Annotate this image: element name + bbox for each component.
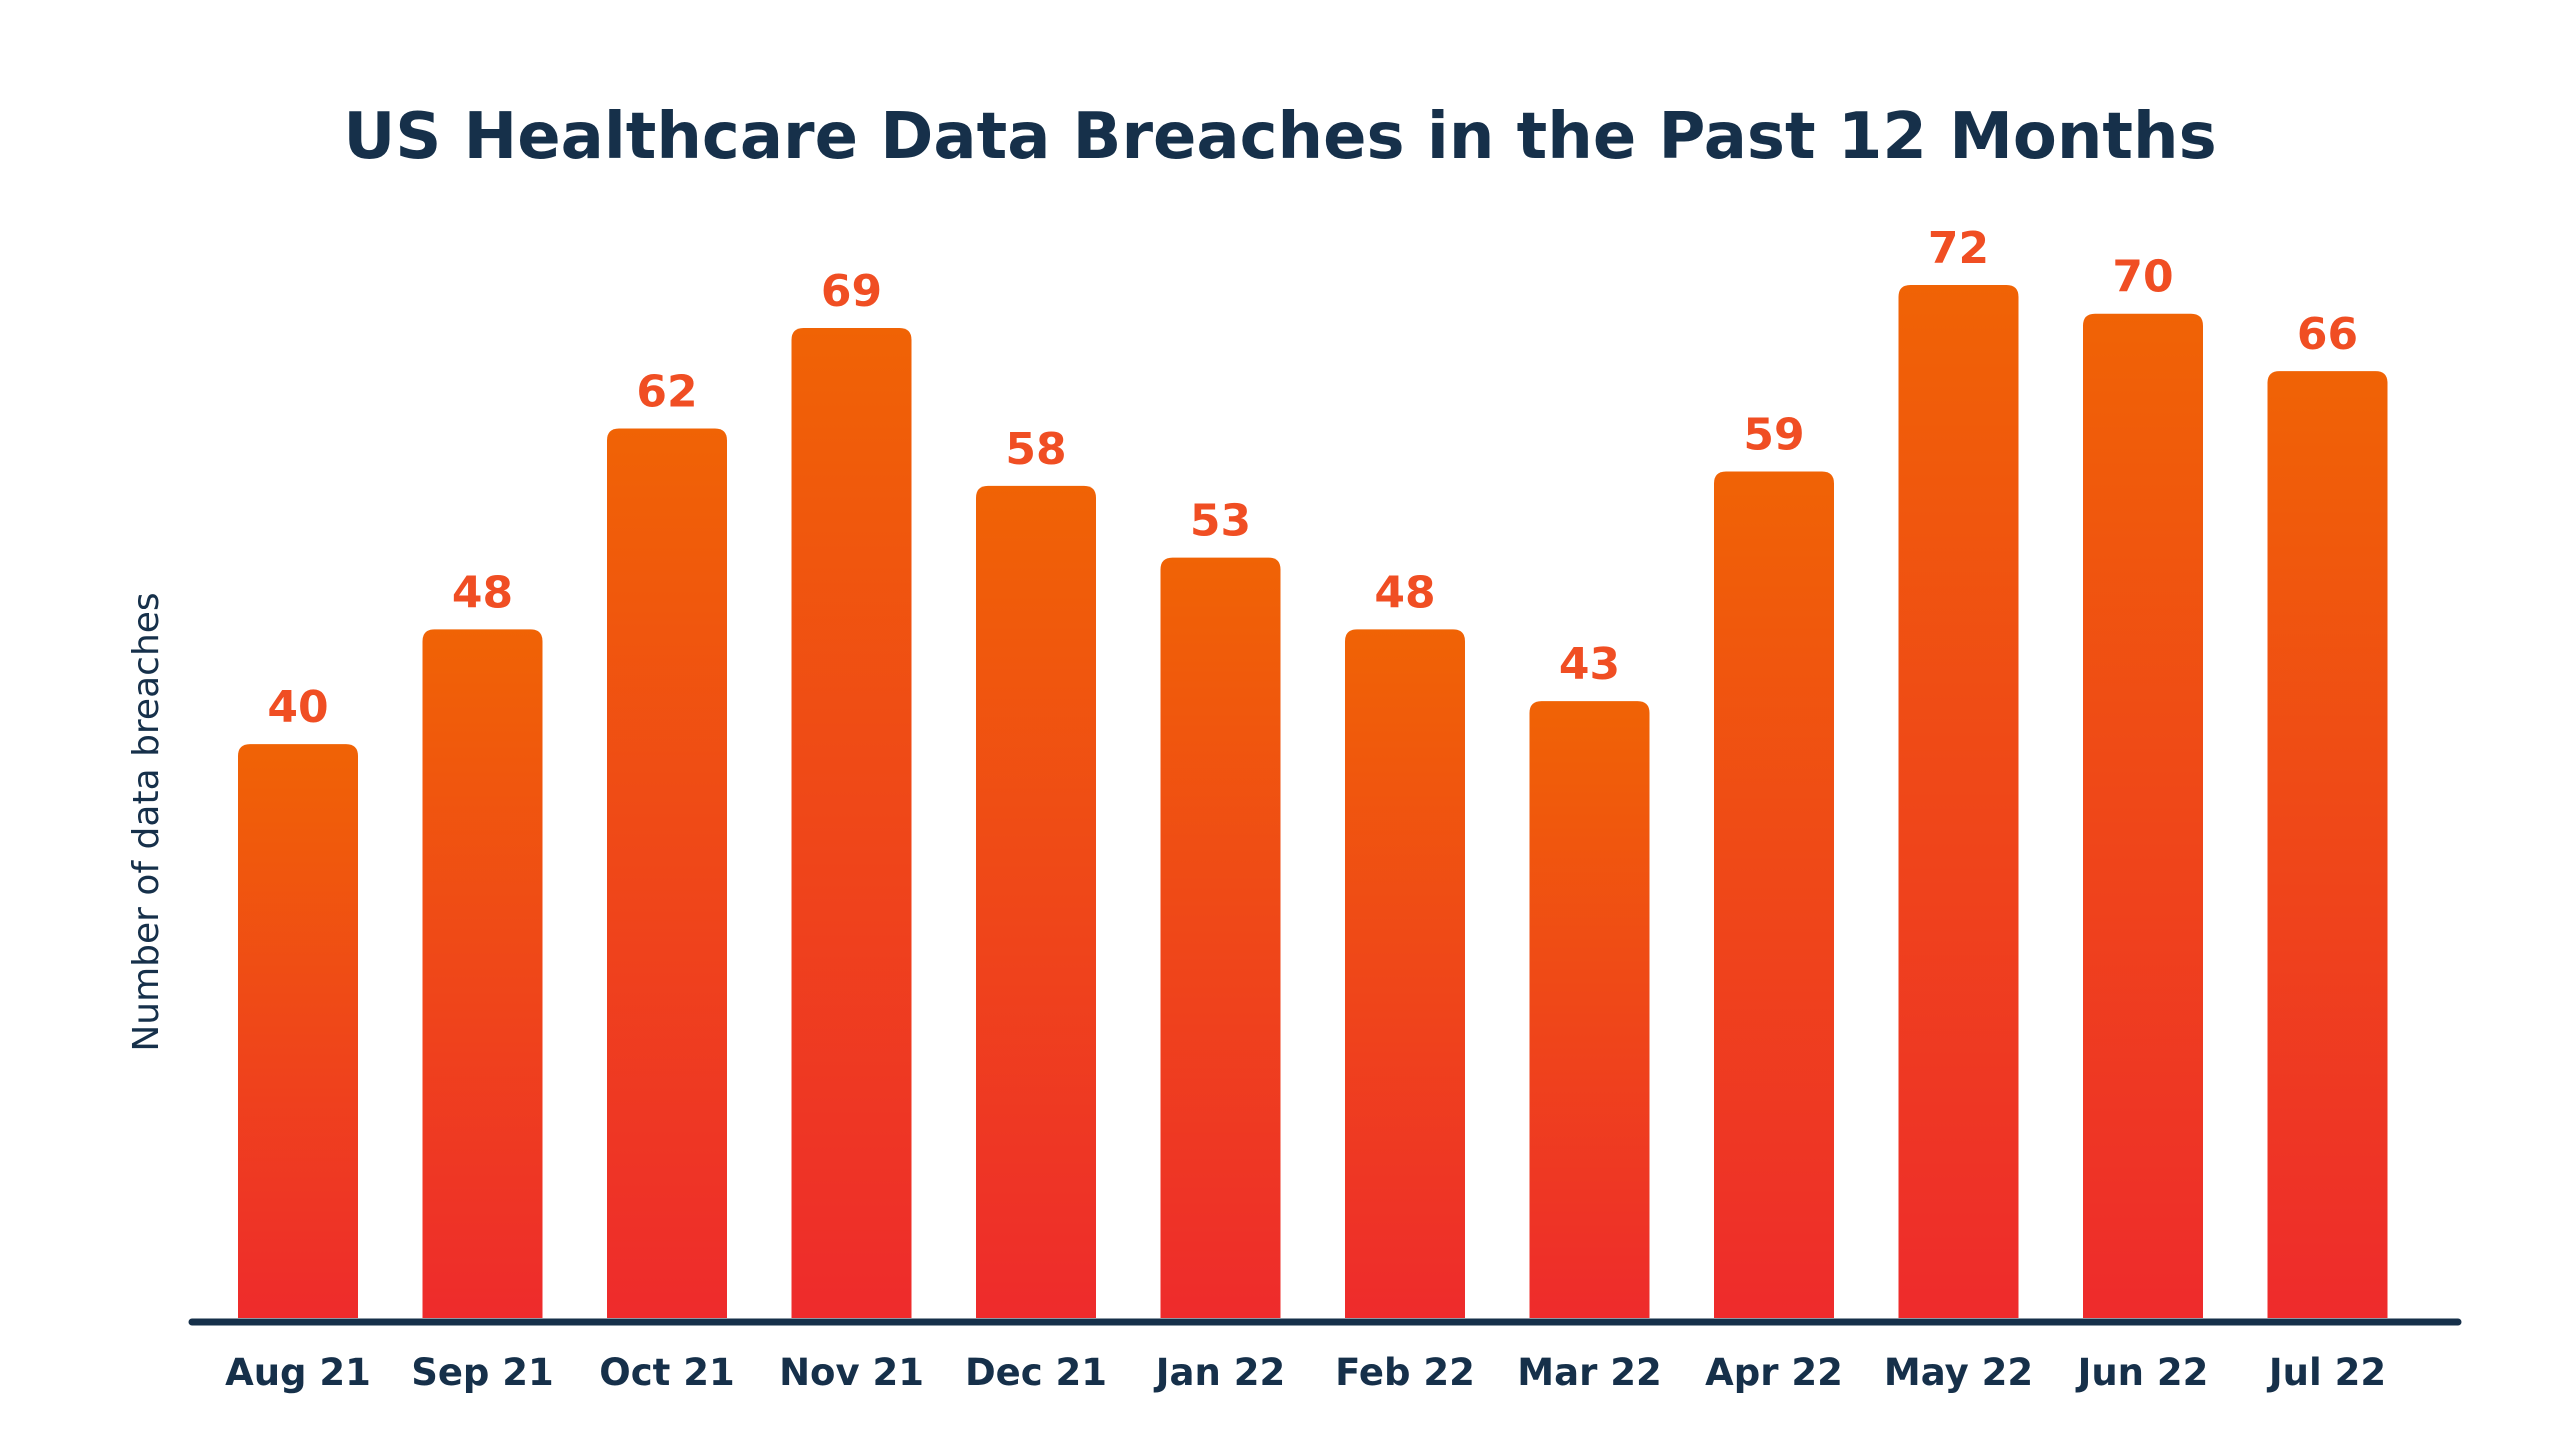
value-label: 48 bbox=[452, 567, 513, 618]
x-ticks-group: Aug 21 Sep 21 Oct 21 Nov 21 Dec 21 Jan 22 Feb … bbox=[225, 1351, 2386, 1394]
x-tick-label: Sep 21 bbox=[411, 1351, 554, 1394]
bar-dec-21 bbox=[976, 485, 1096, 1319]
bar-mar-22 bbox=[1529, 701, 1650, 1318]
x-tick-label: Aug 21 bbox=[225, 1351, 371, 1394]
x-tick-label: Oct 21 bbox=[599, 1351, 734, 1394]
value-label: 59 bbox=[1743, 410, 1804, 461]
value-label: 72 bbox=[1928, 223, 1989, 274]
x-tick-label: Jun 22 bbox=[2075, 1351, 2209, 1394]
y-axis-label: Number of data breaches bbox=[126, 592, 167, 1051]
x-tick-label: Jan 22 bbox=[1153, 1351, 1285, 1394]
x-tick-label: Mar 22 bbox=[1517, 1351, 1661, 1394]
value-label: 69 bbox=[821, 266, 882, 317]
bar-apr-22 bbox=[1714, 471, 1834, 1318]
x-tick-label: Apr 22 bbox=[1705, 1351, 1843, 1394]
value-label: 53 bbox=[1190, 496, 1251, 547]
bar-jul-22 bbox=[2267, 371, 2388, 1318]
bar-jun-22 bbox=[2083, 313, 2203, 1318]
value-label: 40 bbox=[267, 682, 328, 733]
x-tick-label: Feb 22 bbox=[1335, 1351, 1475, 1394]
value-label: 58 bbox=[1005, 424, 1066, 475]
bar-feb-22 bbox=[1345, 629, 1465, 1318]
value-label: 70 bbox=[2112, 252, 2173, 303]
value-label: 62 bbox=[636, 366, 697, 417]
value-labels-group: 40 48 62 69 58 53 48 43 59 72 70 66 bbox=[267, 223, 2358, 733]
value-label: 48 bbox=[1374, 567, 1435, 618]
x-tick-label: Dec 21 bbox=[965, 1351, 1107, 1394]
bar-oct-21 bbox=[607, 428, 727, 1318]
x-tick-label: May 22 bbox=[1884, 1351, 2033, 1394]
value-label: 43 bbox=[1559, 639, 1620, 690]
bar-sep-21 bbox=[422, 629, 543, 1318]
bars-group bbox=[238, 285, 2388, 1319]
bar-may-22 bbox=[1898, 285, 2019, 1318]
x-tick-label: Nov 21 bbox=[779, 1351, 924, 1394]
bar-nov-21 bbox=[791, 328, 912, 1319]
chart-title: US Healthcare Data Breaches in the Past … bbox=[343, 100, 2216, 174]
bar-aug-21 bbox=[238, 744, 358, 1318]
x-tick-label: Jul 22 bbox=[2266, 1351, 2386, 1394]
bar-jan-22 bbox=[1160, 557, 1281, 1318]
value-label: 66 bbox=[2297, 309, 2358, 360]
